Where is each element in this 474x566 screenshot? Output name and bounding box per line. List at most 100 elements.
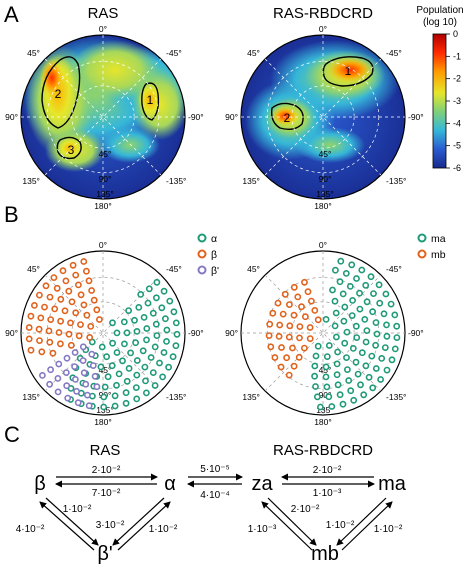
marker-alpha (143, 336, 150, 344)
rate-label: 7·10⁻² (92, 488, 121, 499)
marker-beta (51, 305, 59, 313)
marker-beta (27, 346, 35, 354)
marker-ma (353, 334, 361, 341)
rate-label: 1·10⁻² (63, 504, 92, 515)
marker-alpha (158, 304, 166, 312)
marker-alpha (151, 343, 159, 351)
marker-ma (363, 327, 371, 334)
panel-a-letter: A (4, 2, 19, 27)
state-beta: β (34, 473, 46, 495)
region-outline (270, 102, 304, 131)
marker-ma (354, 370, 362, 378)
marker-beta (47, 316, 55, 323)
marker-ma (362, 281, 370, 289)
marker-beta (72, 271, 80, 279)
marker-alpha (119, 357, 126, 365)
marker-alpha (160, 287, 168, 295)
marker-alpha (142, 377, 149, 385)
marker-ma (314, 342, 322, 350)
polar-grid: 0° 180° 45° -45° 90° -90° 135° -135° 45° 90° 135° (225, 24, 424, 211)
marker-alpha (137, 290, 145, 298)
marker-beta-prime (39, 371, 46, 379)
marker-beta-prime (74, 399, 82, 407)
marker-beta (65, 287, 73, 295)
marker-alpha (161, 315, 169, 323)
marker-alpha (111, 402, 119, 410)
marker-alpha (152, 294, 160, 302)
marker-beta (67, 319, 74, 327)
marker-ma (333, 360, 341, 368)
marker-beta (75, 332, 83, 340)
marker-alpha (133, 327, 141, 335)
panel-b-letter: B (4, 202, 19, 227)
marker-ma (383, 366, 391, 374)
marker-ma (331, 322, 339, 330)
marker-alpha (142, 389, 150, 397)
colorbar-label-line1: Population (416, 5, 463, 16)
marker-ma (341, 303, 349, 311)
marker-ma (391, 345, 399, 353)
marker-alpha (143, 325, 151, 332)
marker-beta (93, 306, 101, 314)
angle-label: -90° (408, 328, 424, 338)
angle-label: 45° (247, 264, 260, 274)
marker-beta-prime (73, 387, 80, 395)
marker-beta (62, 277, 70, 285)
marker-alpha (173, 330, 181, 338)
marker-beta (90, 296, 98, 304)
marker-alpha (113, 349, 121, 356)
marker-alpha (123, 377, 131, 385)
marker-mb (265, 332, 273, 339)
marker-ma (367, 273, 375, 281)
region-outline (322, 56, 374, 87)
marker-beta-prime (79, 343, 87, 351)
rate-label: 2·10⁻² (92, 465, 121, 476)
marker-alpha (153, 278, 161, 286)
marker-beta (50, 274, 58, 281)
angle-label: -135° (386, 392, 406, 402)
region-label: 2 (55, 87, 62, 101)
marker-alpha (120, 318, 128, 326)
marker-alpha (144, 299, 152, 307)
marker-ma (358, 349, 366, 357)
marker-alpha (165, 363, 172, 371)
marker-alpha (113, 329, 121, 337)
marker-ma (348, 312, 356, 319)
marker-beta (77, 291, 85, 299)
angle-label: 180° (314, 417, 332, 427)
rate-label: 5·10⁻⁵ (200, 464, 229, 475)
marker-ma (369, 384, 377, 392)
marker-beta-prime (79, 357, 87, 364)
marker-mb (271, 354, 279, 361)
marker-mb (290, 283, 298, 291)
marker-beta-prime (71, 363, 78, 370)
marker-mb (269, 309, 277, 317)
marker-ma (348, 261, 356, 269)
marker-beta (61, 307, 69, 315)
marker-ma (341, 339, 349, 347)
marker-alpha (103, 353, 110, 361)
marker-ma (349, 344, 357, 352)
rate-label: 1·10⁻² (149, 524, 178, 535)
colorbar-label-line2: (log 10) (423, 17, 457, 28)
marker-beta (36, 291, 43, 299)
marker-ma (378, 354, 386, 362)
marker-ma (357, 381, 364, 389)
marker-ma (336, 278, 344, 286)
marker-alpha (121, 340, 128, 348)
angle-label: 135° (96, 189, 114, 199)
colorbar-tick-label: -5 (453, 141, 461, 151)
marker-ma (356, 289, 363, 297)
marker-alpha (169, 353, 177, 361)
marker-mb (267, 343, 275, 351)
angle-label: 90° (225, 112, 238, 122)
angle-label: 90° (5, 328, 18, 338)
colorbar-tick-label: -2 (453, 74, 461, 84)
marker-alpha (133, 371, 141, 379)
marker-beta-prime (63, 382, 71, 390)
marker-alpha (149, 369, 157, 376)
marker-beta (57, 295, 65, 303)
marker-beta-prime (47, 366, 54, 374)
marker-alpha (122, 389, 130, 397)
marker-ma (393, 334, 401, 341)
